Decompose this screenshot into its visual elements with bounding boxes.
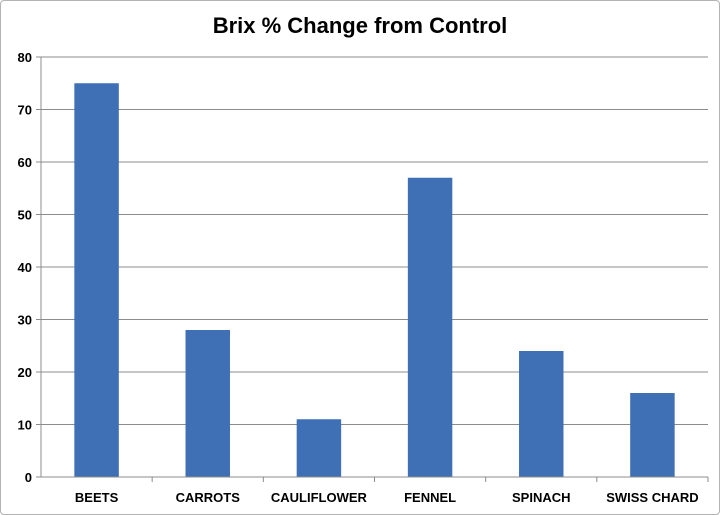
x-tick-label: FENNEL bbox=[404, 490, 456, 505]
bar-spinach bbox=[519, 351, 564, 477]
y-tick-label: 10 bbox=[18, 418, 32, 433]
x-tick-label: SWISS CHARD bbox=[606, 490, 698, 505]
y-tick-label: 30 bbox=[18, 313, 32, 328]
y-tick-label: 80 bbox=[18, 50, 32, 65]
x-tick-labels: BEETS CARROTS CAULIFLOWER FENNEL SPINACH SWIS… bbox=[75, 490, 699, 505]
y-tick-label: 50 bbox=[18, 208, 32, 223]
bar-carrots bbox=[185, 330, 230, 477]
gridlines bbox=[36, 56, 708, 478]
axes bbox=[40, 57, 709, 482]
x-tick-label: CAULIFLOWER bbox=[271, 490, 368, 505]
x-tick-label: CARROTS bbox=[176, 490, 241, 505]
bar-swiss-chard bbox=[630, 393, 675, 477]
y-tick-label: 60 bbox=[18, 155, 32, 170]
bars bbox=[74, 83, 675, 477]
bar-beets bbox=[74, 83, 119, 477]
y-tick-label: 0 bbox=[25, 470, 32, 485]
y-tick-label: 70 bbox=[18, 103, 32, 118]
x-tick-label: BEETS bbox=[75, 490, 119, 505]
x-tick-label: SPINACH bbox=[512, 490, 571, 505]
chart-title: Brix % Change from Control bbox=[213, 13, 508, 38]
bar-cauliflower bbox=[296, 419, 342, 477]
y-tick-label: 20 bbox=[18, 365, 32, 380]
y-tick-label: 40 bbox=[18, 260, 32, 275]
y-tick-labels: 0 10 20 30 40 50 60 70 80 bbox=[18, 50, 32, 485]
bar-fennel bbox=[407, 177, 453, 477]
